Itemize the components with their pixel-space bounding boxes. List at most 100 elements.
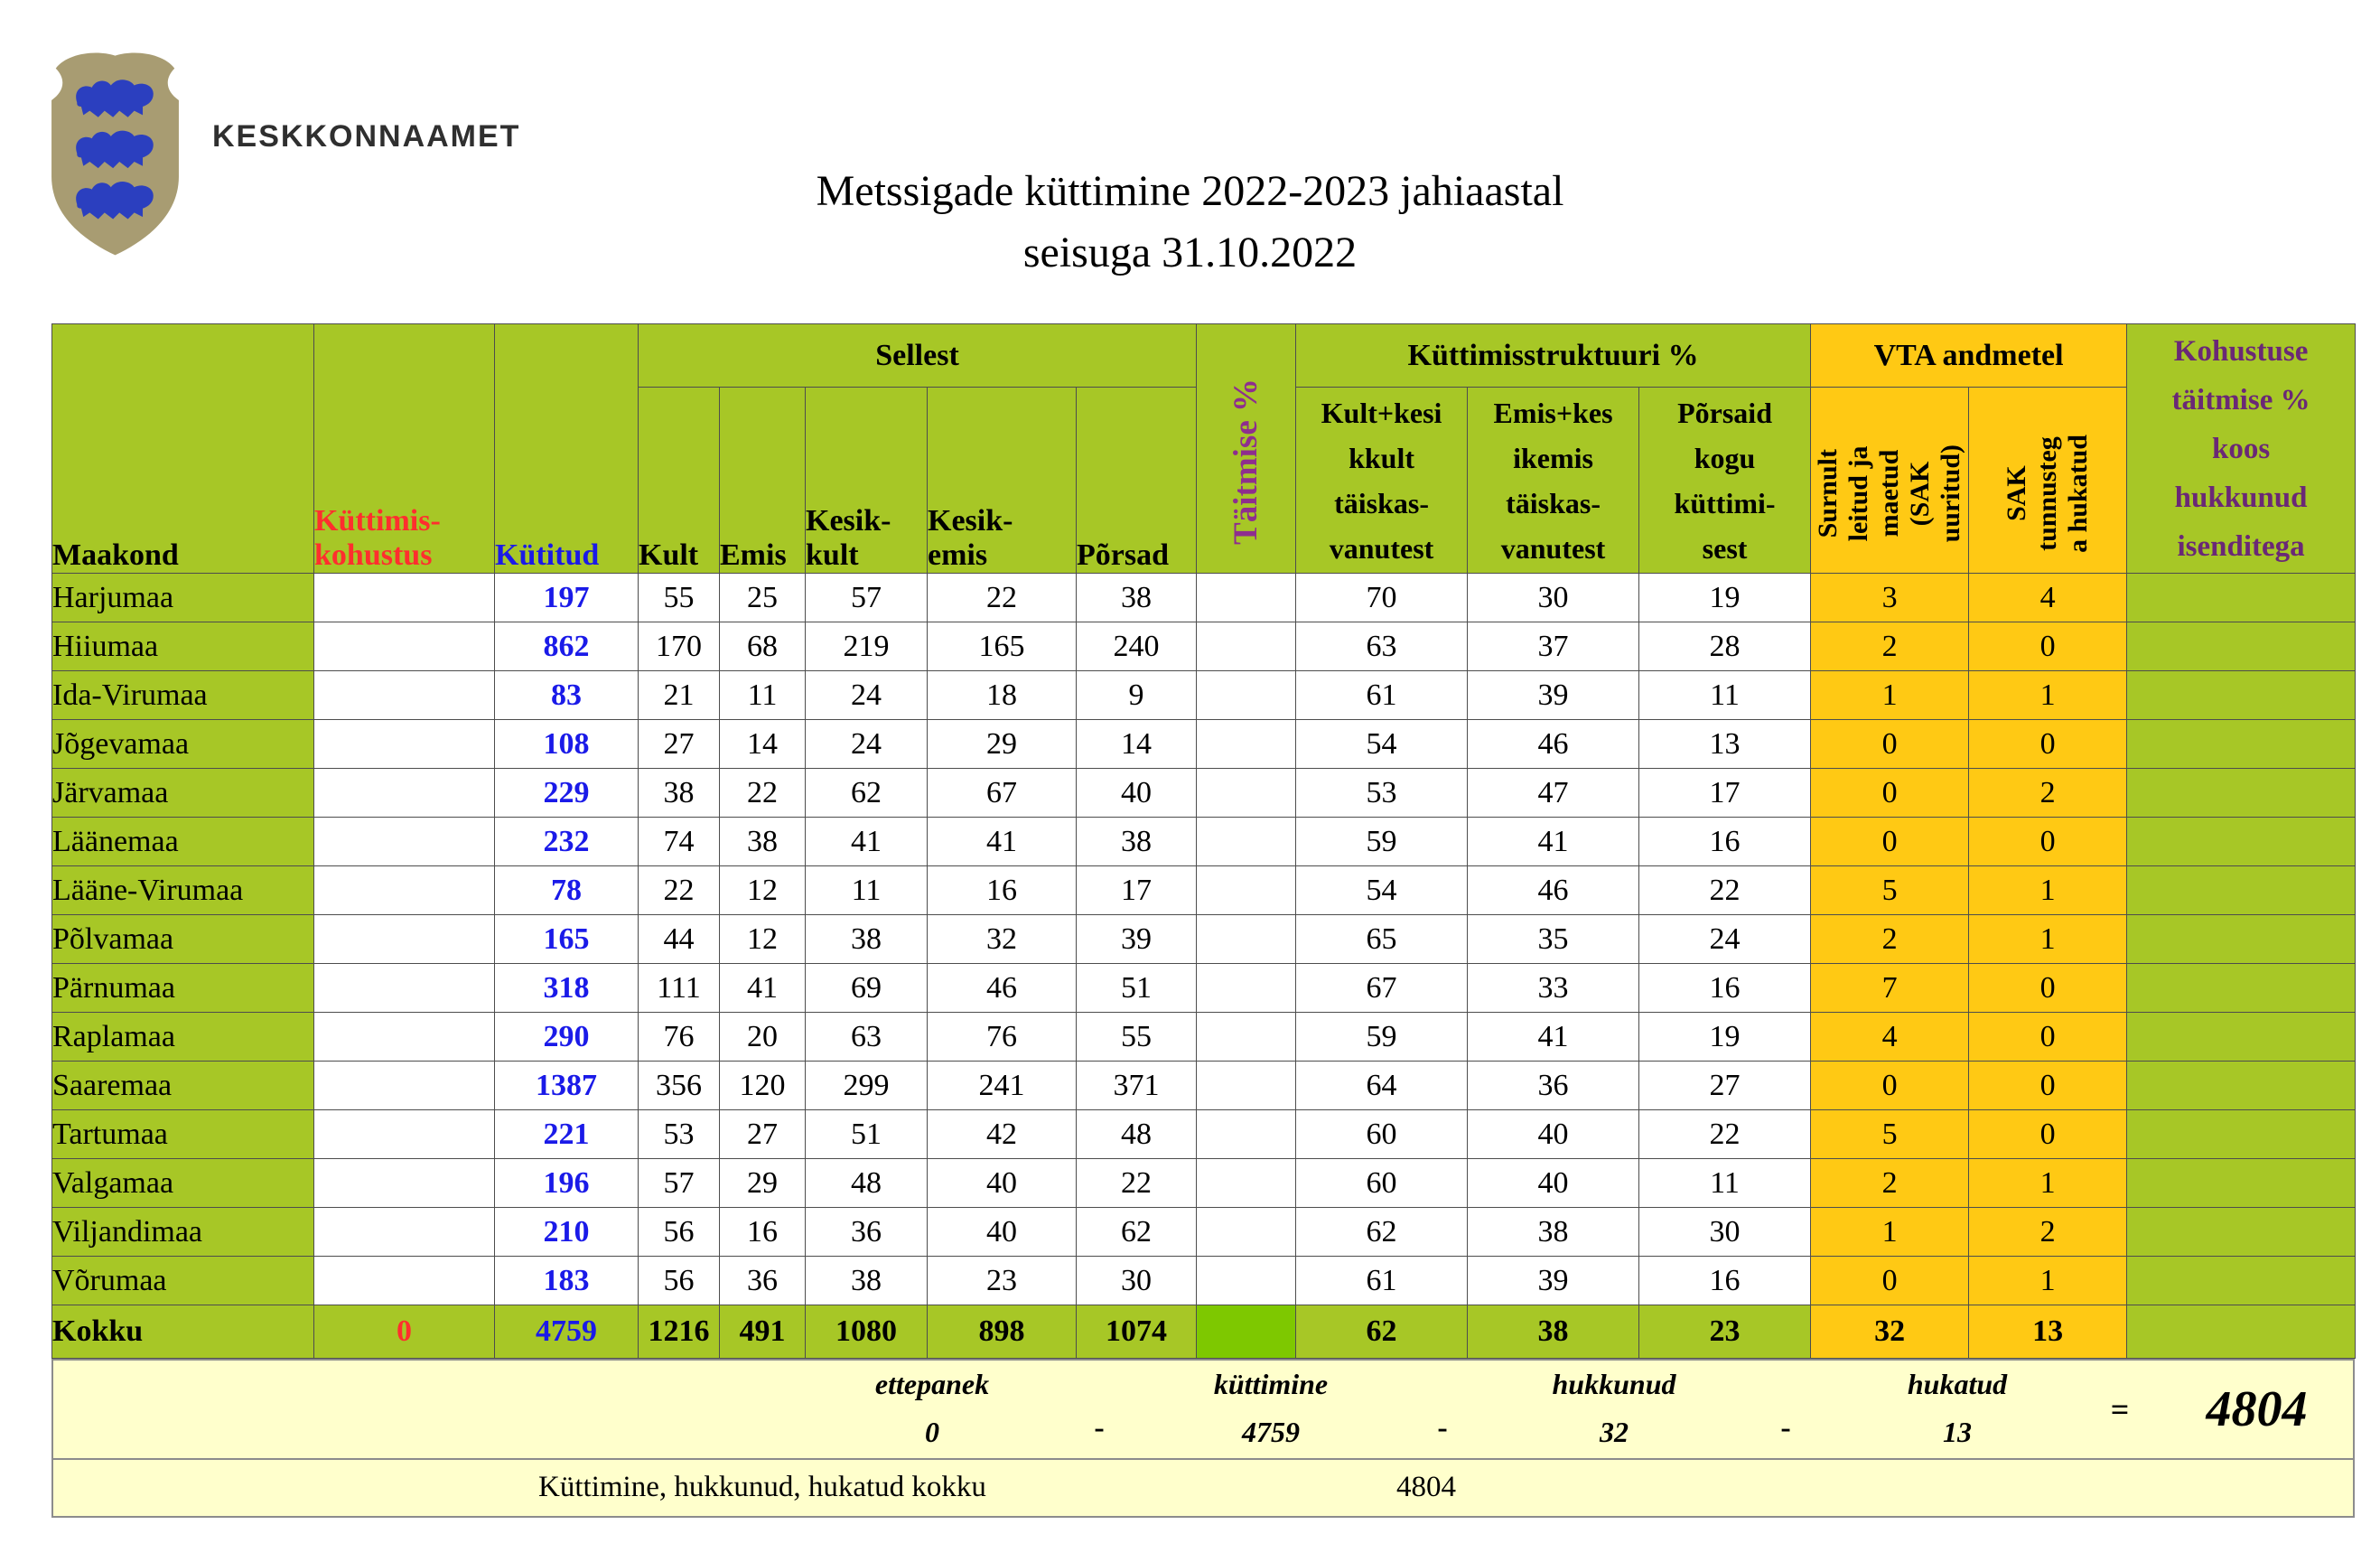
cell-porsad: 39	[1075, 914, 1198, 964]
cell-kohustus	[313, 670, 495, 720]
summary-total-bar: Küttimine, hukkunud, hukatud kokku 4804	[51, 1458, 2355, 1518]
cell-kult-pct: 54	[1295, 719, 1469, 769]
total-cell-kesik-emis: 898	[927, 1305, 1077, 1359]
cell-taitmise	[1196, 768, 1297, 818]
cell-kohustus	[313, 1158, 495, 1208]
cell-emis: 120	[719, 1061, 806, 1110]
cell-porsad: 51	[1075, 963, 1198, 1013]
cell-kytitud: 1387	[494, 1061, 639, 1110]
total-cell-porsad: 1074	[1075, 1305, 1198, 1359]
cell-kytitud: 318	[494, 963, 639, 1013]
cell-kohustus	[313, 622, 495, 671]
cell-taitmise	[1196, 1109, 1297, 1159]
cell-kult: 56	[638, 1256, 720, 1305]
cell-kesik-emis: 165	[927, 622, 1077, 671]
total-cell-kohustus: 0	[313, 1305, 495, 1359]
cell-maakond: Lääne-Virumaa	[51, 865, 314, 915]
header-vta-sak: SAK tunnusteg a hukatud	[1968, 387, 2128, 574]
cell-kesik-kult: 51	[805, 1109, 928, 1159]
cell-kohustuse-pct	[2126, 865, 2357, 915]
cell-kult-pct: 59	[1295, 1012, 1469, 1062]
cell-vta-surnult: 0	[1810, 1256, 1970, 1305]
cell-kytitud: 221	[494, 1109, 639, 1159]
cell-emis: 38	[719, 817, 806, 866]
cell-kesik-emis: 67	[927, 768, 1077, 818]
cell-emis-pct: 39	[1467, 1256, 1640, 1305]
cell-kohustuse-pct	[2126, 670, 2357, 720]
header-maakond: Maakond	[51, 323, 314, 574]
minus-separator: -	[1437, 1411, 1448, 1445]
cell-kytitud: 290	[494, 1012, 639, 1062]
cell-vta-surnult: 1	[1810, 670, 1970, 720]
cell-kult: 56	[638, 1207, 720, 1257]
cell-maakond: Raplamaa	[51, 1012, 314, 1062]
header-group-struktuur: Küttimisstruktuuri %	[1295, 323, 1812, 388]
cell-emis: 29	[719, 1158, 806, 1208]
cell-vta-surnult: 4	[1810, 1012, 1970, 1062]
cell-kult-pct: 67	[1295, 963, 1469, 1013]
shield-icon	[51, 52, 179, 256]
cell-emis-pct: 47	[1467, 768, 1640, 818]
cell-kohustuse-pct	[2126, 622, 2357, 671]
kyttimine-label: küttimine	[1213, 1368, 1329, 1400]
cell-emis: 11	[719, 670, 806, 720]
cell-vta-surnult: 0	[1810, 1061, 1970, 1110]
header-kohustuse-taitmise: Kohustuse täitmise % koos hukkunud isend…	[2126, 323, 2357, 574]
cell-emis: 25	[719, 573, 806, 622]
cell-vta-sak: 1	[1968, 865, 2128, 915]
cell-taitmise	[1196, 914, 1297, 964]
cell-kohustus	[313, 719, 495, 769]
page-title: Metssigade küttimine 2022-2023 jahiaasta…	[0, 161, 2380, 284]
table-row: Raplamaa 290 76 20 63 76 55 59 41 19 4 0	[51, 1012, 2357, 1062]
cell-emis-pct: 41	[1467, 1012, 1640, 1062]
cell-vta-surnult: 3	[1810, 573, 1970, 622]
cell-maakond: Ida-Virumaa	[51, 670, 314, 720]
cell-kohustus	[313, 573, 495, 622]
cell-kytitud: 197	[494, 573, 639, 622]
total-cell-vta-sak: 13	[1968, 1305, 2128, 1359]
cell-emis: 41	[719, 963, 806, 1013]
cell-vta-sak: 1	[1968, 670, 2128, 720]
cell-kult-pct: 53	[1295, 768, 1469, 818]
cell-vta-surnult: 7	[1810, 963, 1970, 1013]
cell-kult-pct: 63	[1295, 622, 1469, 671]
cell-vta-sak: 2	[1968, 1207, 2128, 1257]
cell-porsad: 55	[1075, 1012, 1198, 1062]
minus-separator: -	[1780, 1411, 1791, 1445]
cell-vta-sak: 1	[1968, 914, 2128, 964]
summary-hukkunud: hukkunud 32	[1519, 1361, 1709, 1458]
cell-taitmise	[1196, 1207, 1297, 1257]
cell-kesik-emis: 41	[927, 817, 1077, 866]
cell-kohustus	[313, 1256, 495, 1305]
hukatud-value: 13	[1943, 1416, 1972, 1448]
cell-kohustuse-pct	[2126, 1158, 2357, 1208]
hukatud-label: hukatud	[1907, 1368, 2008, 1400]
cell-kohustuse-pct	[2126, 963, 2357, 1013]
table-row: Viljandimaa 210 56 16 36 40 62 62 38 30 1 2	[51, 1207, 2357, 1257]
cell-kesik-kult: 69	[805, 963, 928, 1013]
table-row: Jõgevamaa 108 27 14 24 29 14 54 46 13 0 0	[51, 719, 2357, 769]
cell-kult: 170	[638, 622, 720, 671]
header-kytitud: Kütitud	[494, 323, 639, 574]
org-name: KESKKONNAAMET	[212, 119, 521, 154]
cell-emis: 12	[719, 865, 806, 915]
cell-emis: 12	[719, 914, 806, 964]
cell-kohustuse-pct	[2126, 573, 2357, 622]
table-row: Tartumaa 221 53 27 51 42 48 60 40 22 5 0	[51, 1109, 2357, 1159]
cell-porsad: 14	[1075, 719, 1198, 769]
cell-porsad: 22	[1075, 1158, 1198, 1208]
header-kesik-kult: Kesik- kult	[805, 387, 928, 574]
cell-kult-pct: 54	[1295, 865, 1469, 915]
cell-porsaid-pct: 11	[1638, 1158, 1812, 1208]
cell-kohustuse-pct	[2126, 1207, 2357, 1257]
cell-emis-pct: 46	[1467, 719, 1640, 769]
summary-calculation-bar: ettepanek 0 - küttimine 4759 - hukkunud …	[51, 1359, 2355, 1460]
summary-total-value: 4804	[1396, 1471, 1456, 1503]
total-cell-kytitud: 4759	[494, 1305, 639, 1359]
summary-ettepanek: ettepanek 0	[842, 1361, 1022, 1458]
cell-porsaid-pct: 16	[1638, 963, 1812, 1013]
cell-porsad: 17	[1075, 865, 1198, 915]
cell-taitmise	[1196, 865, 1297, 915]
table-row: Lääne-Virumaa 78 22 12 11 16 17 54 46 22 5 1	[51, 865, 2357, 915]
